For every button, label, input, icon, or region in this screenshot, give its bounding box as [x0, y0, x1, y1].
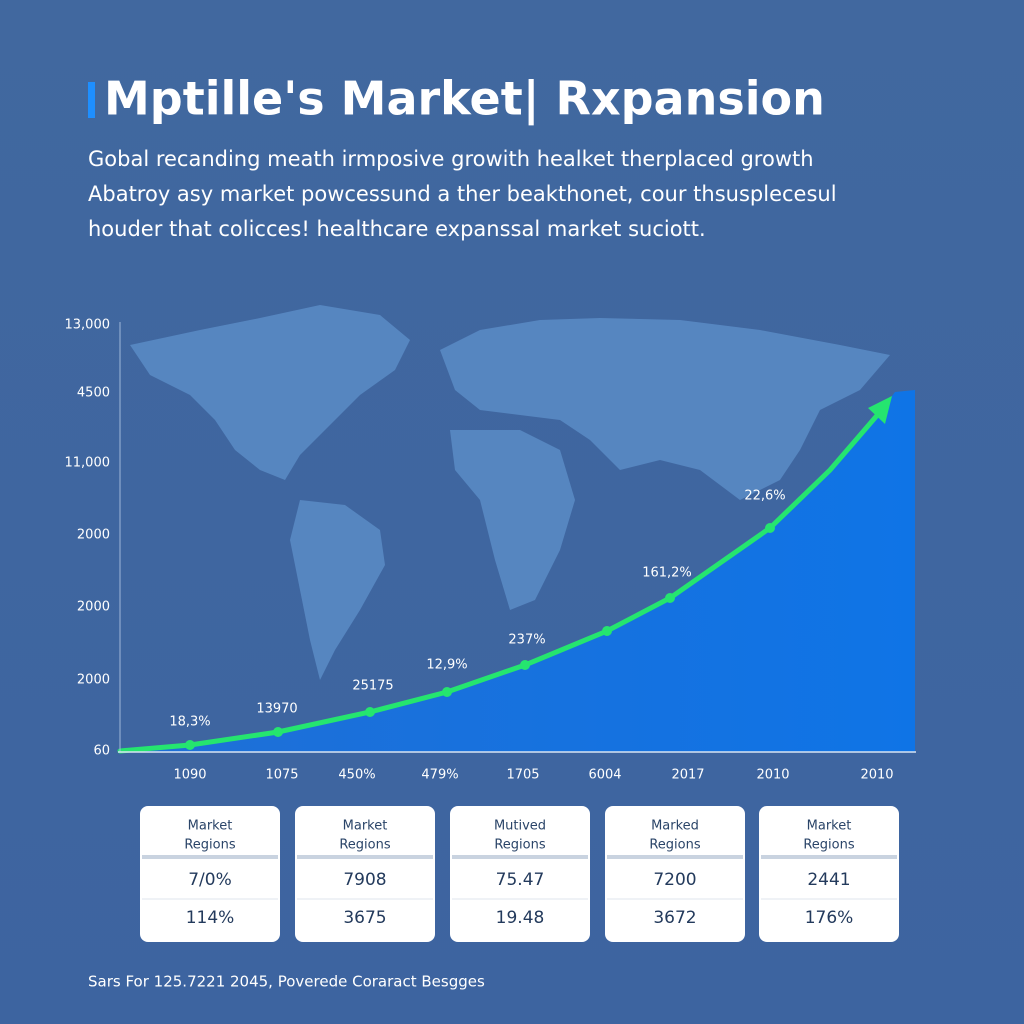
- card-header: Market: [343, 819, 388, 834]
- trend-dot: [442, 687, 452, 697]
- title-accent: [88, 82, 95, 118]
- card-value: 2441: [807, 870, 850, 890]
- trend-dot: [365, 707, 375, 717]
- footer: Sars For 125.7221 2045, Poverede Corarac…: [88, 973, 485, 991]
- cards: Market Regions 7/0% 114% Market Regions 7908 36…: [140, 806, 899, 942]
- card-value: 176%: [805, 908, 854, 928]
- point-label: 22,6%: [744, 489, 785, 504]
- card-header: Regions: [494, 838, 546, 853]
- card-value: 7/0%: [188, 870, 232, 890]
- point-label: 18,3%: [169, 715, 210, 730]
- card-divider: [761, 855, 897, 859]
- card: Market Regions 7908 3675: [295, 806, 435, 942]
- point-label: 161,2%: [642, 566, 692, 581]
- card-box: [140, 806, 280, 942]
- trend-dot: [665, 593, 675, 603]
- chart-labels: 13,000 4500 11,000 2000 2000 2000 60 1090 1075 45…: [65, 318, 894, 783]
- trend-dot: [273, 727, 283, 737]
- trend-dot: [765, 523, 775, 533]
- card-value: 75.47: [496, 870, 545, 890]
- card: Market Regions 2441 176%: [759, 806, 899, 942]
- x-axis-label: 1705: [506, 768, 539, 783]
- card-box: [759, 806, 899, 942]
- trend-area: [120, 390, 915, 752]
- card-header: Market: [188, 819, 233, 834]
- point-label: 12,9%: [426, 658, 467, 673]
- card-header: Market: [807, 819, 852, 834]
- x-axis-label: 479%: [421, 768, 458, 783]
- card-header: Mutived: [494, 819, 546, 834]
- x-axis-label: 450%: [338, 768, 375, 783]
- card-box: [450, 806, 590, 942]
- trend-dot: [602, 626, 612, 636]
- card-divider: [452, 855, 588, 859]
- subtitle: Gobal recanding meath irmposive growith …: [88, 147, 837, 241]
- card-value: 3672: [653, 908, 696, 928]
- card-divider: [607, 855, 743, 859]
- card-value: 7908: [343, 870, 386, 890]
- title: Mptille's Market| Rxpansion: [104, 72, 825, 127]
- subtitle-line: houder that colicces! healthcare expanss…: [88, 217, 706, 241]
- card-header: Marked: [651, 819, 699, 834]
- y-axis-label: 2000: [77, 673, 110, 688]
- x-axis-label: 2010: [756, 768, 789, 783]
- card-header: Regions: [803, 838, 855, 853]
- y-axis-label: 4500: [77, 386, 110, 401]
- card: Marked Regions 7200 3672: [605, 806, 745, 942]
- card-value: 3675: [343, 908, 386, 928]
- x-axis-label: 1090: [173, 768, 206, 783]
- card-box: [295, 806, 435, 942]
- x-axis-label: 2017: [671, 768, 704, 783]
- card-header: Regions: [649, 838, 701, 853]
- x-axis-label: 6004: [588, 768, 621, 783]
- point-label: 13970: [256, 702, 297, 717]
- y-axis-label: 11,000: [65, 456, 111, 471]
- trend-dot: [185, 740, 195, 750]
- card-value: 114%: [186, 908, 235, 928]
- card-header: Regions: [184, 838, 236, 853]
- card-box: [605, 806, 745, 942]
- x-axis-label: 1075: [265, 768, 298, 783]
- card-header: Regions: [339, 838, 391, 853]
- y-axis-label: 13,000: [65, 318, 111, 333]
- card-value: 19.48: [496, 908, 545, 928]
- trend-dot: [520, 660, 530, 670]
- y-axis-label: 2000: [77, 600, 110, 615]
- x-axis-label: 2010: [860, 768, 893, 783]
- subtitle-line: Gobal recanding meath irmposive growith …: [88, 147, 814, 171]
- card-divider: [297, 855, 433, 859]
- point-label: 25175: [352, 679, 393, 694]
- card: Market Regions 7/0% 114%: [140, 806, 280, 942]
- y-axis-label: 2000: [77, 528, 110, 543]
- point-label: 237%: [508, 633, 545, 648]
- card-value: 7200: [653, 870, 696, 890]
- trend-arrow: [868, 396, 892, 424]
- y-axis-label: 60: [93, 744, 110, 759]
- card: Mutived Regions 75.47 19.48: [450, 806, 590, 942]
- subtitle-line: Abatroy asy market powcessund a ther bea…: [88, 182, 837, 206]
- card-divider: [142, 855, 278, 859]
